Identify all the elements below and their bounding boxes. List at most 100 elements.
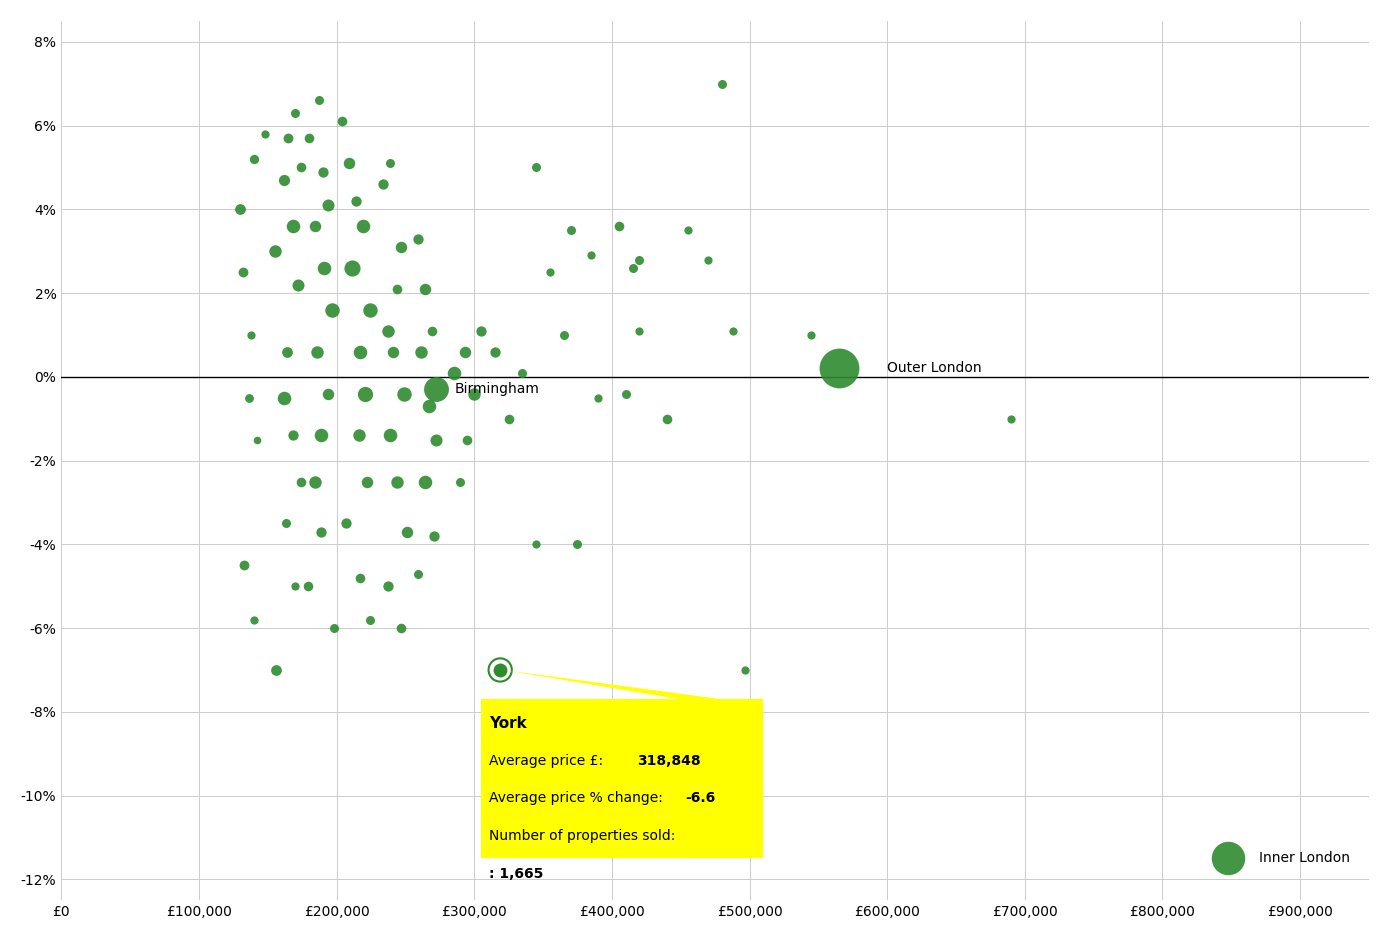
Point <box>289 474 311 489</box>
Point <box>698 252 720 267</box>
Point <box>407 231 430 246</box>
Point <box>243 151 265 166</box>
Point <box>539 264 562 279</box>
Point <box>321 303 343 318</box>
Point <box>306 344 328 359</box>
Point <box>274 390 296 405</box>
Text: Birmingham: Birmingham <box>455 383 539 397</box>
Point <box>489 663 512 678</box>
Point <box>311 164 334 180</box>
Point <box>377 579 399 594</box>
Point <box>345 194 367 209</box>
Point <box>289 160 311 175</box>
Text: Outer London: Outer London <box>887 362 981 375</box>
Text: : 1,665: : 1,665 <box>489 867 543 881</box>
Point <box>453 344 475 359</box>
Point <box>354 386 377 401</box>
Point <box>489 663 512 678</box>
Point <box>607 218 630 233</box>
Point <box>628 252 651 267</box>
Point <box>525 537 548 552</box>
Point <box>246 432 268 447</box>
Text: Average price % change:: Average price % change: <box>489 791 667 806</box>
Text: Inner London: Inner London <box>1259 852 1350 866</box>
Point <box>232 264 254 279</box>
Point <box>229 202 252 217</box>
Point <box>274 172 296 187</box>
Point <box>277 344 299 359</box>
Point <box>338 156 360 171</box>
Point <box>310 428 332 443</box>
Point <box>349 571 371 586</box>
Point <box>284 579 306 594</box>
Point <box>734 663 756 678</box>
Point <box>1218 851 1240 866</box>
Point <box>393 386 416 401</box>
Point <box>580 248 602 263</box>
Point <box>234 557 256 572</box>
Point <box>587 390 609 405</box>
Point <box>442 365 464 380</box>
Text: Average price £:: Average price £: <box>489 754 607 768</box>
Point <box>512 365 534 380</box>
Point <box>238 390 260 405</box>
Point <box>559 223 581 238</box>
Point <box>628 323 651 338</box>
Point <box>463 386 485 401</box>
Point <box>310 525 332 540</box>
Point <box>999 411 1022 426</box>
Point <box>377 323 399 338</box>
Point <box>614 386 637 401</box>
Polygon shape <box>503 670 721 699</box>
Text: -6.6: -6.6 <box>685 791 714 806</box>
Point <box>317 197 339 212</box>
Point <box>410 344 432 359</box>
Point <box>484 344 506 359</box>
Point <box>470 323 492 338</box>
Point <box>677 223 699 238</box>
Point <box>349 344 371 359</box>
Point <box>254 126 277 141</box>
Point <box>286 277 309 292</box>
Point <box>449 474 471 489</box>
Point <box>359 612 381 627</box>
Text: 318,848: 318,848 <box>637 754 701 768</box>
Point <box>396 525 418 540</box>
Bar <box>481 699 763 858</box>
Point <box>566 537 588 552</box>
Point <box>359 303 381 318</box>
Point <box>303 218 325 233</box>
Point <box>335 516 357 531</box>
Point <box>656 411 678 426</box>
Point <box>424 382 446 397</box>
Point <box>313 260 335 275</box>
Point <box>414 474 436 489</box>
Point <box>317 386 339 401</box>
Point <box>414 281 436 296</box>
Point <box>379 428 402 443</box>
Point <box>264 243 286 258</box>
Point <box>386 474 409 489</box>
Point <box>391 620 413 635</box>
Point <box>801 327 823 342</box>
Point <box>423 528 445 543</box>
Point <box>296 579 318 594</box>
Point <box>386 281 409 296</box>
Text: Number of properties sold:: Number of properties sold: <box>489 829 676 843</box>
Text: York: York <box>489 716 527 731</box>
Point <box>407 566 430 581</box>
Point <box>243 612 265 627</box>
Point <box>828 361 851 376</box>
Point <box>420 323 442 338</box>
Point <box>303 474 325 489</box>
Point <box>352 218 374 233</box>
Point <box>553 327 575 342</box>
Point <box>281 428 303 443</box>
Point <box>525 160 548 175</box>
Point <box>307 93 329 108</box>
Point <box>281 218 303 233</box>
Point <box>341 260 363 275</box>
Point <box>331 114 353 129</box>
Point <box>322 620 345 635</box>
Point <box>356 474 378 489</box>
